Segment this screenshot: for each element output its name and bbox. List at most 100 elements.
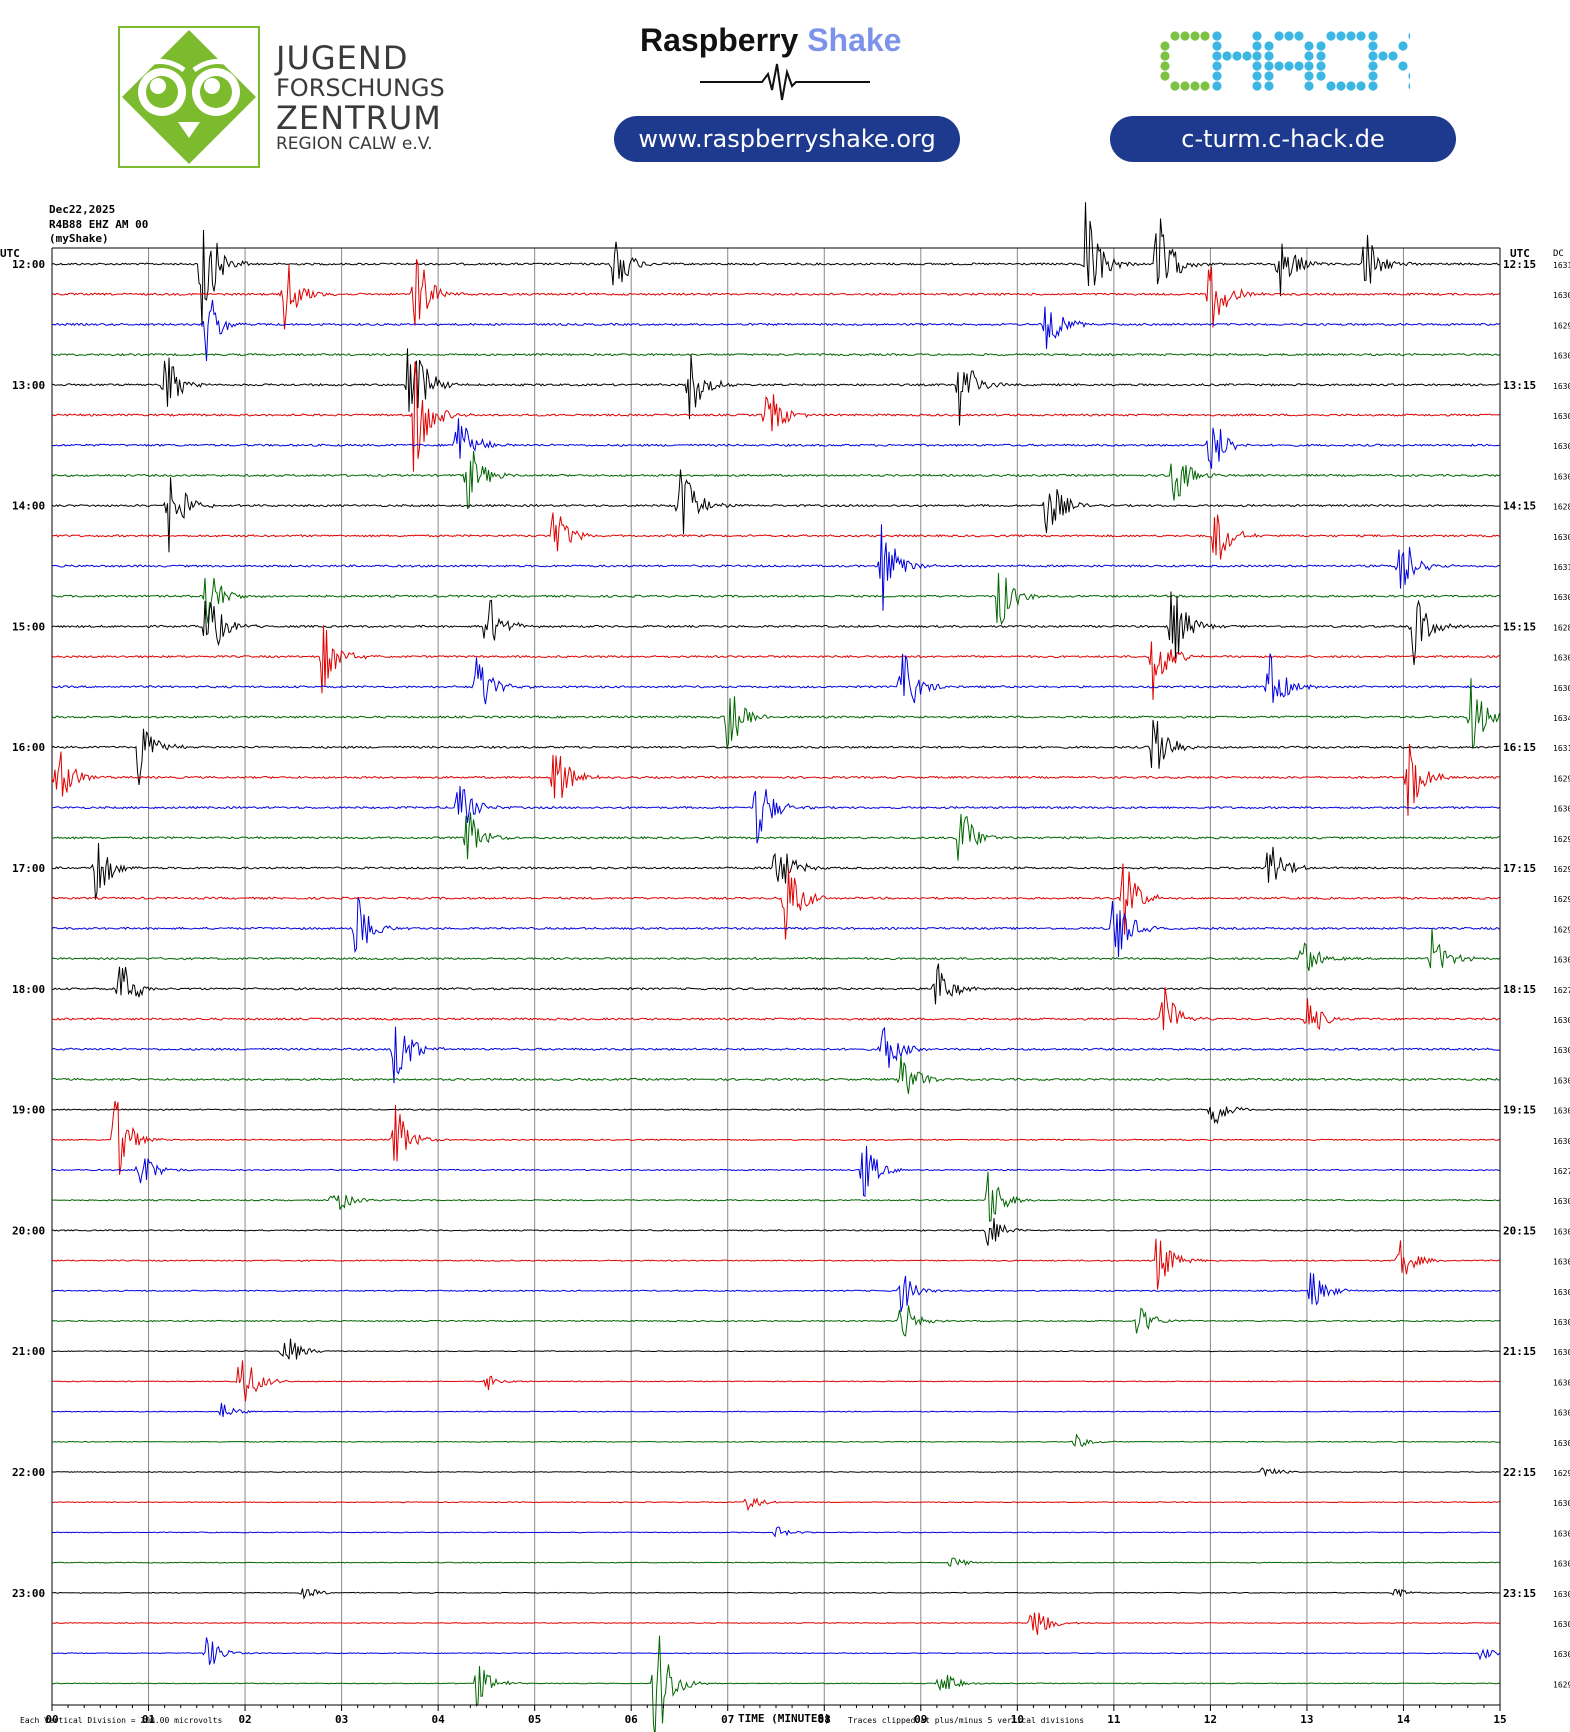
trace-27 <box>51 1055 1500 1095</box>
trace-22 <box>51 897 1500 957</box>
trace-1 <box>51 259 1500 330</box>
trace-10 <box>51 524 1500 611</box>
dc-value: 16303 <box>1553 352 1570 361</box>
jfz-line2: FORSCHUNGS <box>276 74 445 102</box>
row-end-label: 21:15 <box>1503 1345 1536 1358</box>
trace-25 <box>51 986 1500 1031</box>
dc-value: 16306 <box>1553 805 1570 814</box>
trace-16 <box>51 719 1500 785</box>
dc-value: 16300 <box>1553 382 1570 391</box>
dc-value: 16300 <box>1553 1258 1570 1267</box>
row-end-label: 20:15 <box>1503 1224 1536 1237</box>
dc-value: 16305 <box>1553 1016 1570 1025</box>
trace-12 <box>51 591 1500 666</box>
row-end-label: 12:15 <box>1503 258 1536 271</box>
row-start-label: 13:00 <box>12 379 45 392</box>
clip-note: Traces clipped at plus/minus 5 vertical … <box>848 1716 1084 1725</box>
trace-3 <box>51 352 1500 357</box>
x-tick-label: 09 <box>914 1713 927 1726</box>
dc-value: 16304 <box>1553 533 1570 542</box>
jfz-wordmark: JUGEND FORSCHUNGS ZENTRUM REGION CALW e.… <box>276 42 445 153</box>
chart-x-axis: 00 01 02 03 04 05 06 07 08 09 10 11 12 13 14 15 <box>45 1704 1507 1726</box>
raspberry-shake-wordmark: Raspberry Shake <box>640 22 901 59</box>
row-start-label: 12:00 <box>12 258 45 271</box>
owl-logo-icon <box>118 26 260 168</box>
x-tick-label: 03 <box>335 1713 348 1726</box>
x-tick-label: 15 <box>1493 1713 1506 1726</box>
chack-link[interactable]: c-turm.c-hack.de <box>1110 116 1456 162</box>
dc-label: DC <box>1553 249 1564 259</box>
trace-46 <box>52 1637 1500 1665</box>
trace-13 <box>51 625 1500 700</box>
raspberryshake-link[interactable]: www.raspberryshake.org <box>614 116 960 162</box>
x-tick-label: 14 <box>1397 1713 1411 1726</box>
dc-value: 16273 <box>1553 986 1570 995</box>
dc-value: 16300 <box>1553 1348 1570 1357</box>
dc-value: 16299 <box>1553 865 1570 874</box>
dc-value: 16304 <box>1553 684 1570 693</box>
row-end-label: 22:15 <box>1503 1466 1536 1479</box>
row-start-label: 19:00 <box>12 1104 45 1117</box>
row-end-label: 19:15 <box>1503 1104 1536 1117</box>
dc-value: 16299 <box>1553 1680 1570 1689</box>
row-end-label: 23:15 <box>1503 1587 1536 1600</box>
dc-value: 16345 <box>1553 714 1570 723</box>
trace-41 <box>51 1497 1500 1512</box>
row-end-label: 15:15 <box>1503 620 1536 633</box>
trace-31 <box>52 1171 1500 1222</box>
trace-42 <box>51 1526 1500 1538</box>
shake-word: Shake <box>807 22 902 58</box>
trace-39 <box>51 1433 1500 1448</box>
dc-value: 16307 <box>1553 412 1570 421</box>
dc-value: 16303 <box>1553 1227 1570 1236</box>
dc-value: 16278 <box>1553 1167 1570 1176</box>
seismogram-wave-icon <box>700 63 870 101</box>
x-tick-label: 06 <box>625 1713 639 1726</box>
dc-value: 16296 <box>1553 321 1570 330</box>
row-start-label: 22:00 <box>12 1466 45 1479</box>
trace-14 <box>51 653 1500 705</box>
chart-grid <box>51 247 1501 1705</box>
row-start-label: 18:00 <box>12 983 45 996</box>
row-start-label: 17:00 <box>12 862 45 875</box>
trace-19 <box>51 812 1500 861</box>
trace-21 <box>51 863 1500 940</box>
dc-value: 16293 <box>1553 895 1570 904</box>
trace-0 <box>51 202 1500 327</box>
trace-4 <box>52 348 1500 426</box>
dc-value: 16313 <box>1553 261 1570 270</box>
row-start-label: 15:00 <box>12 620 45 633</box>
trace-30 <box>51 1145 1500 1198</box>
trace-32 <box>51 1218 1500 1246</box>
dc-value: 16300 <box>1553 1620 1570 1629</box>
trace-9 <box>51 512 1500 560</box>
trace-15 <box>51 678 1500 749</box>
trace-7 <box>51 450 1500 510</box>
dc-value: 16300 <box>1553 1650 1570 1659</box>
jfz-line4: REGION CALW e.V. <box>276 134 433 154</box>
jfz-line1: JUGEND <box>276 39 409 77</box>
dc-value: 16299 <box>1553 1469 1570 1478</box>
x-tick-label: 13 <box>1300 1713 1313 1726</box>
dc-value: 16304 <box>1553 1137 1570 1146</box>
trace-33 <box>51 1238 1500 1290</box>
trace-35 <box>51 1305 1500 1337</box>
trace-29 <box>51 1100 1500 1175</box>
left-utc-label: UTC <box>0 247 20 260</box>
trace-34 <box>51 1272 1500 1313</box>
chart-date: Dec22,2025 <box>49 203 115 216</box>
dc-value: 16313 <box>1553 744 1570 753</box>
helicorder-chart: Dec22,2025 R4B88 EHZ AM 00 (myShake) UTC… <box>0 202 1570 1732</box>
trace-43 <box>51 1557 1500 1567</box>
